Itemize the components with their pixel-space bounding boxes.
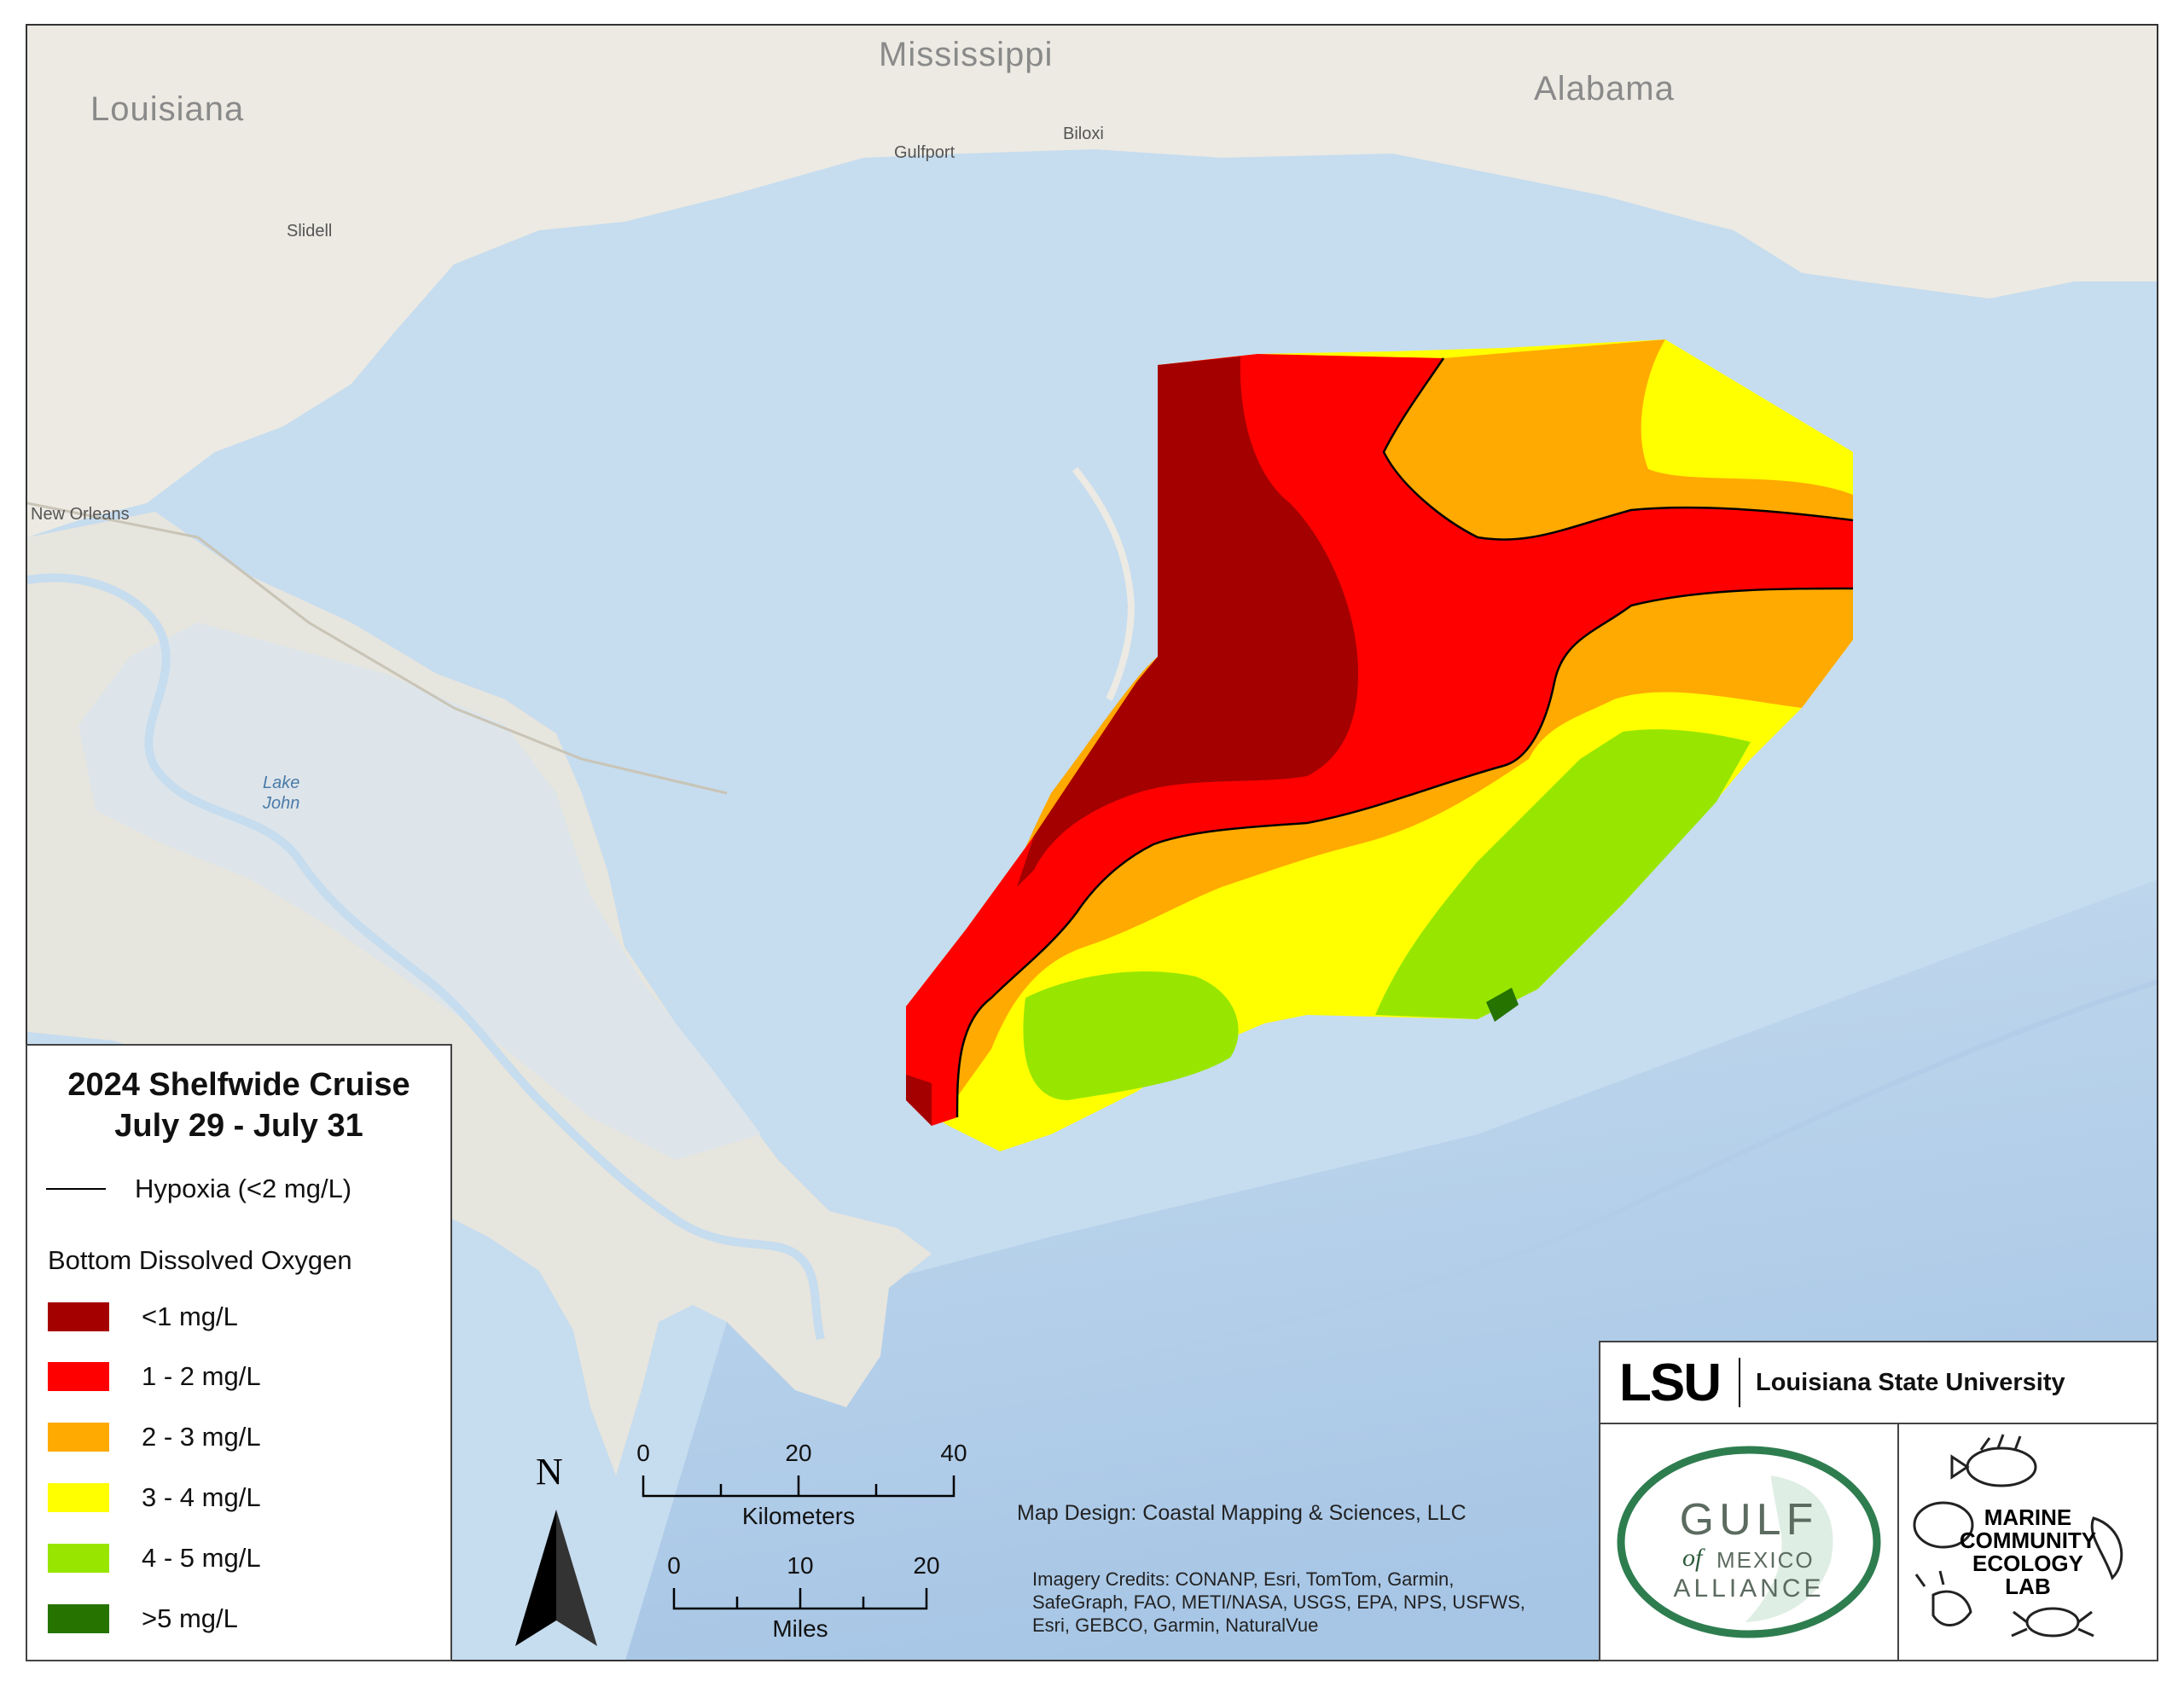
scale-mi-tick-2: 20 [913,1552,940,1579]
map-design-credit: Map Design: Coastal Mapping & Sciences, … [1017,1501,1467,1525]
label-mississippi: Mississippi [879,36,1054,73]
hypoxia-contour-south [956,587,1854,1118]
scale-km-tick-0: 0 [636,1440,650,1466]
gulf-line1: GULF [1679,1495,1819,1545]
label-alabama: Alabama [1534,70,1675,107]
hypoxia-line-swatch [46,1188,106,1190]
lsu-divider [1739,1358,1740,1407]
shelf-edge [922,979,2157,1410]
legend-class-label: 3 - 4 mg/L [142,1482,261,1512]
sea-creatures-icon [1913,1434,2123,1638]
mississippi-river [27,573,825,1341]
mcel-line3: ECOLOGY [1972,1551,2083,1576]
chandeleur-islands [1072,467,1136,701]
label-new-orleans: New Orleans [31,505,130,524]
do-zone [906,339,1854,1151]
legend-class-row: 1 - 2 mg/L [48,1361,261,1392]
do-gt5-patch [1486,988,1519,1022]
marine-community-ecology-lab-logo: MARINE COMMUNITY ECOLOGY LAB [1897,1423,2158,1661]
legend-class-label: <1 mg/L [142,1301,238,1331]
gulf-mexico: MEXICO [1716,1547,1815,1573]
legend-hypoxia-label: Hypoxia (<2 mg/L) [135,1174,352,1203]
lsu-name: Louisiana State University [1756,1368,2065,1396]
legend-subtitle: Bottom Dissolved Oxygen [48,1245,352,1275]
do-4-5-west-patch [1023,971,1239,1100]
label-slidell: Slidell [287,222,333,241]
scale-mi-unit: Miles [772,1615,828,1642]
legend-class-label: >5 mg/L [142,1603,238,1633]
mcel-line4: LAB [2005,1574,2051,1599]
scale-km-tick-1: 20 [785,1440,812,1466]
scale-km-unit: Kilometers [741,1503,856,1529]
legend-swatch [48,1604,109,1633]
lsu-logo: LSU Louisiana State University [1599,1341,2158,1424]
do-1-2-layer [906,354,1853,1126]
north-arrow-icon [515,1510,597,1646]
mcel-line1: MARINE [1984,1504,2072,1530]
label-biloxi: Biloxi [1063,125,1104,143]
map-legend: 2024 Shelfwide Cruise July 29 - July 31 … [26,1044,452,1661]
hypoxia-contour-north [1382,357,1854,541]
scale-mi-bar [672,1588,928,1610]
legend-swatch [48,1423,109,1452]
highway [27,501,728,795]
imagery-credits: Imagery Credits: CONANP, Esri, TomTom, G… [1032,1568,1525,1636]
scale-mi-tick-1: 10 [787,1552,814,1579]
legend-class-row: <1 mg/L [48,1301,238,1332]
legend-title-line1: 2024 Shelfwide Cruise [67,1067,410,1103]
do-4-5-east-layer [1375,729,1751,1019]
label-gulfport: Gulfport [894,143,956,162]
gulf-of: of [1682,1544,1703,1572]
mcel-line2: COMMUNITY [1959,1528,2097,1553]
legend-class-row: >5 mg/L [48,1603,238,1634]
do-lt1-tip [906,1075,932,1126]
do-lt1-layer [1017,357,1358,887]
mcel-text: MARINE COMMUNITY ECOLOGY LAB [1899,1506,2157,1598]
legend-class-row: 3 - 4 mg/L [48,1482,261,1513]
scale-km-bar [642,1475,956,1498]
legend-title: 2024 Shelfwide Cruise July 29 - July 31 [27,1064,450,1146]
scale-km-tick-2: 40 [940,1440,967,1466]
label-louisiana: Louisiana [90,90,245,128]
legend-swatch [48,1362,109,1391]
legend-swatch [48,1544,109,1573]
gulf-ring-icon [1617,1446,1881,1638]
legend-hypoxia-row: Hypoxia (<2 mg/L) [46,1174,351,1204]
legend-swatch [48,1483,109,1512]
legend-class-label: 1 - 2 mg/L [142,1361,261,1391]
legend-class-row: 4 - 5 mg/L [48,1543,261,1574]
gulf-of-mexico-alliance-logo: GULF of MEXICO ALLIANCE [1599,1423,1899,1661]
gulf-line3: ALLIANCE [1673,1574,1825,1603]
legend-class-row: 2 - 3 mg/L [48,1422,261,1452]
legend-swatch [48,1302,109,1331]
land-north [27,26,2157,537]
legend-class-label: 4 - 5 mg/L [142,1543,261,1573]
legend-class-label: 2 - 3 mg/L [142,1422,261,1452]
legend-title-line2: July 29 - July 31 [114,1108,363,1144]
label-lake-john: Lake John [263,774,300,813]
north-label: N [536,1451,563,1493]
lsu-mark: LSU [1619,1353,1722,1412]
marsh-area [78,623,761,1160]
scale-mi-tick-0: 0 [667,1552,681,1579]
